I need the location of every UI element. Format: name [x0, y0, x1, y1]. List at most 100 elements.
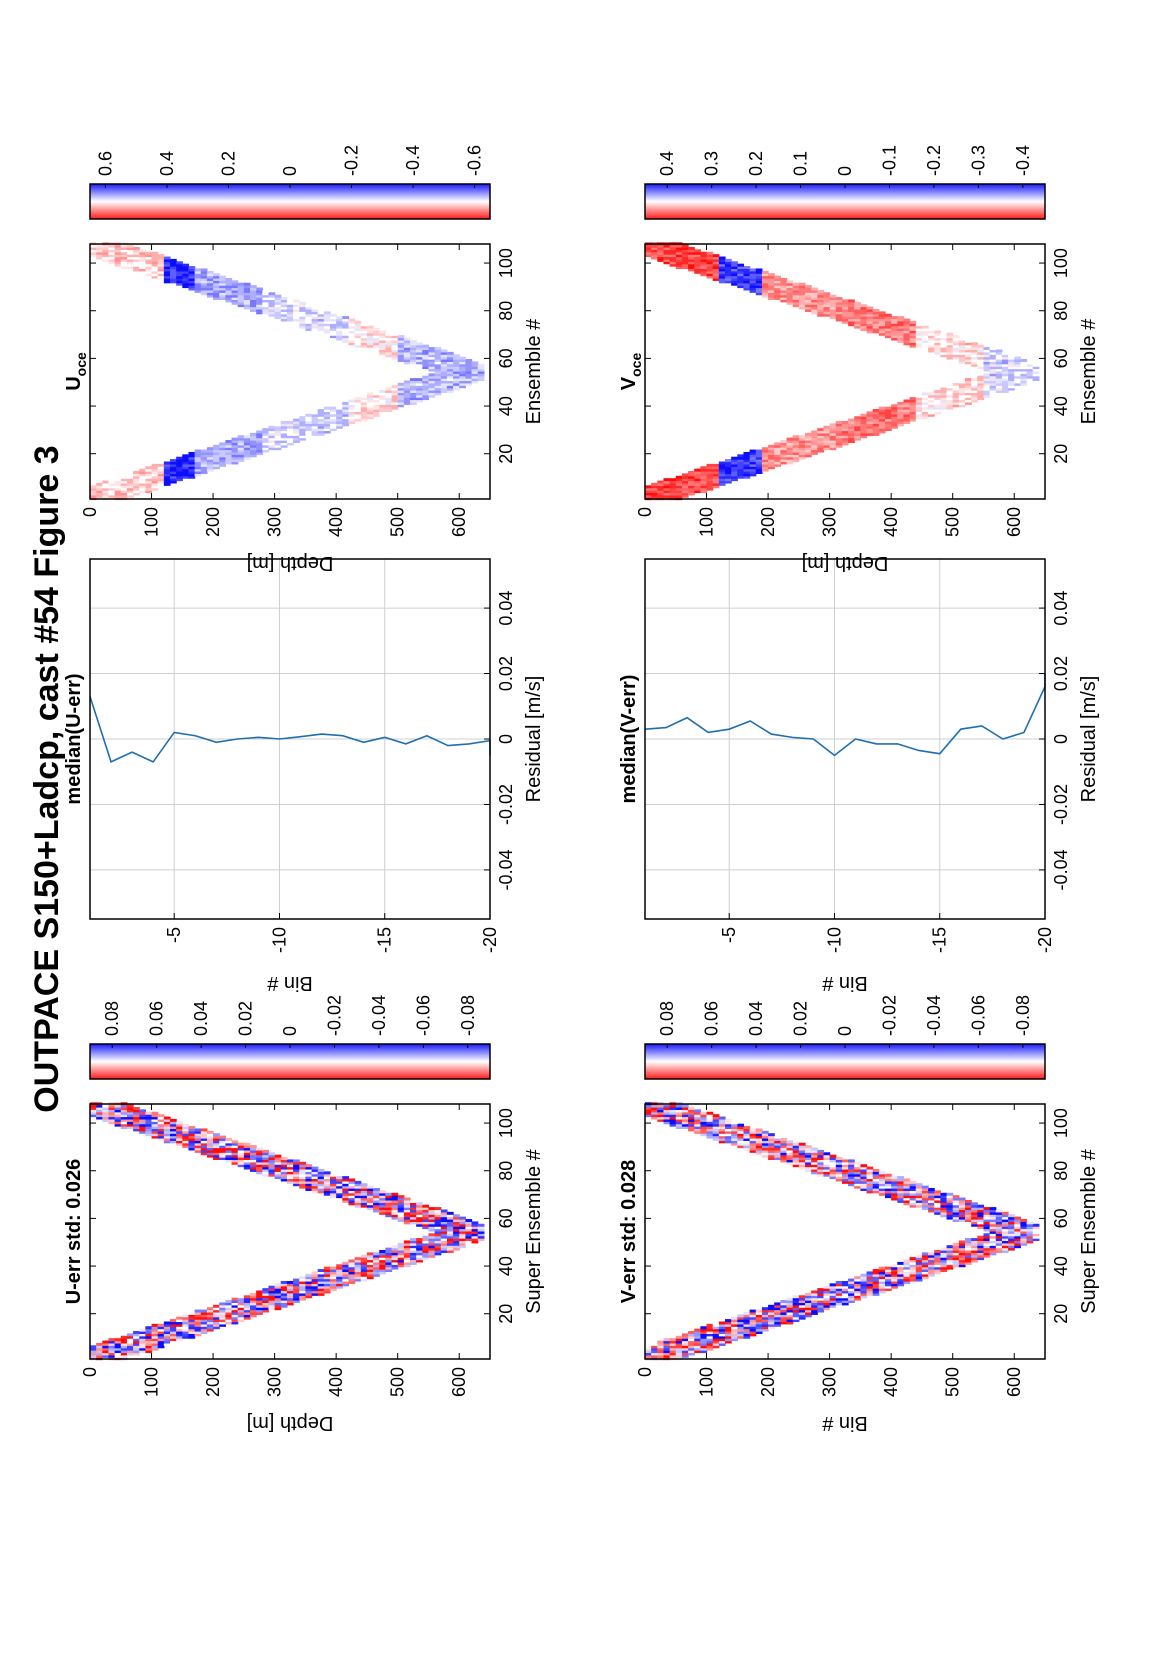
verr-cell	[928, 1254, 935, 1258]
verr-cell	[958, 1240, 966, 1244]
uerr-cell	[299, 1171, 306, 1175]
uerr-cell	[145, 1340, 153, 1344]
uoce-cell	[157, 254, 165, 258]
uoce-cell	[108, 478, 116, 482]
uerr-cell	[102, 1106, 110, 1110]
verr-cell	[731, 1335, 738, 1339]
uoce-cell	[96, 490, 103, 494]
uerr-cell	[256, 1161, 263, 1165]
uerr-cell	[348, 1185, 356, 1189]
uerr-cell	[182, 1319, 190, 1323]
uerr-cell	[354, 1273, 362, 1277]
uoce-cell	[182, 459, 190, 463]
uerr-cell	[225, 1157, 233, 1161]
uerr-cell	[151, 1135, 159, 1139]
uoce-cell	[219, 454, 226, 458]
uoce-cell	[225, 440, 233, 443]
uerr-cell	[120, 1340, 128, 1344]
uoce-cell	[250, 285, 257, 289]
uerr-cell	[243, 1297, 251, 1301]
uerr-cell	[410, 1238, 417, 1242]
uerr-cell	[440, 1240, 448, 1244]
verr-cell	[940, 1211, 948, 1215]
verr-cell	[928, 1252, 935, 1256]
voce-cell	[903, 318, 911, 322]
voce-cell	[866, 411, 874, 415]
uerr-cell	[379, 1249, 386, 1253]
uerr-cell	[453, 1238, 460, 1242]
verr-cell	[841, 1295, 849, 1299]
verr-cell	[866, 1188, 874, 1191]
uerr-cell	[385, 1259, 393, 1263]
uerr-cell	[243, 1145, 251, 1149]
uerr-cell	[96, 1352, 103, 1356]
verr-cell	[835, 1297, 843, 1301]
verr-cell	[909, 1269, 917, 1273]
verr-cell	[798, 1300, 806, 1303]
uerr-cell	[305, 1295, 313, 1299]
verr-cell	[952, 1249, 960, 1253]
uerr-cell	[366, 1269, 374, 1273]
uerr-cell	[225, 1149, 233, 1153]
uerr-cell	[96, 1104, 103, 1108]
uerr-cell	[293, 1164, 300, 1168]
verr-cell	[891, 1280, 898, 1284]
verr-cell	[946, 1192, 954, 1196]
verr-cell	[885, 1273, 892, 1277]
verr-cell	[780, 1140, 788, 1144]
chart-verr: V-err std: 0.028 Super Ensemble # Bin # …	[618, 1102, 1100, 1434]
verr-cell	[829, 1166, 837, 1170]
uerr-cell	[323, 1273, 331, 1277]
uerr-cell	[330, 1185, 337, 1189]
uoce-cell	[126, 492, 134, 496]
verr-cell	[921, 1192, 929, 1196]
verr-cell	[934, 1261, 941, 1265]
verr-cell	[811, 1168, 818, 1172]
verr-cell	[854, 1168, 861, 1172]
verr-cell	[1026, 1235, 1034, 1239]
voce-ylabel: Depth [m]	[802, 552, 889, 574]
verr-cell	[921, 1271, 929, 1275]
uerr-cell	[114, 1350, 122, 1354]
uerr-cell	[330, 1273, 337, 1277]
voce-cell	[897, 401, 905, 405]
verr-cell	[977, 1247, 985, 1251]
uerr-cell	[385, 1261, 393, 1265]
uerr-cell	[206, 1326, 214, 1330]
uoce-cell	[126, 485, 134, 489]
verr-cell	[817, 1164, 825, 1168]
voce-cell	[848, 418, 855, 422]
uoce-cell	[225, 277, 233, 281]
verr-cell	[694, 1342, 701, 1346]
uoce-cell	[133, 480, 140, 484]
uoce-cell	[194, 466, 202, 470]
verr-cell	[761, 1142, 769, 1146]
umed-ytick-label: -10	[269, 927, 289, 953]
uoce-cell	[170, 461, 177, 465]
uerr-cell	[366, 1202, 374, 1206]
verr-cell	[989, 1209, 997, 1213]
uerr-cell	[299, 1168, 306, 1172]
verr-cell	[946, 1207, 954, 1211]
verr-cell	[952, 1216, 960, 1220]
uoce-cell	[231, 280, 239, 284]
uoce-cell	[200, 268, 208, 272]
verr-cell	[651, 1352, 658, 1356]
verr-cell	[841, 1176, 849, 1180]
uoce-cell	[268, 442, 276, 446]
verr-cell	[1008, 1240, 1015, 1244]
uerr-cell	[200, 1328, 208, 1332]
uoce-xtick-label: 100	[496, 248, 516, 278]
verr-cell	[688, 1333, 695, 1337]
uerr-cell	[170, 1319, 177, 1323]
uerr-cbar-label: 0.04	[191, 1001, 211, 1036]
verr-cell	[712, 1333, 720, 1337]
verr-cell	[731, 1137, 738, 1141]
uerr-cell	[231, 1154, 239, 1158]
uerr-cell	[299, 1178, 306, 1182]
uoce-cell	[151, 480, 159, 484]
uerr-cell	[250, 1157, 257, 1161]
voce-cell	[903, 399, 911, 403]
uoce-cell	[453, 354, 460, 358]
uerr-cell	[213, 1142, 220, 1146]
